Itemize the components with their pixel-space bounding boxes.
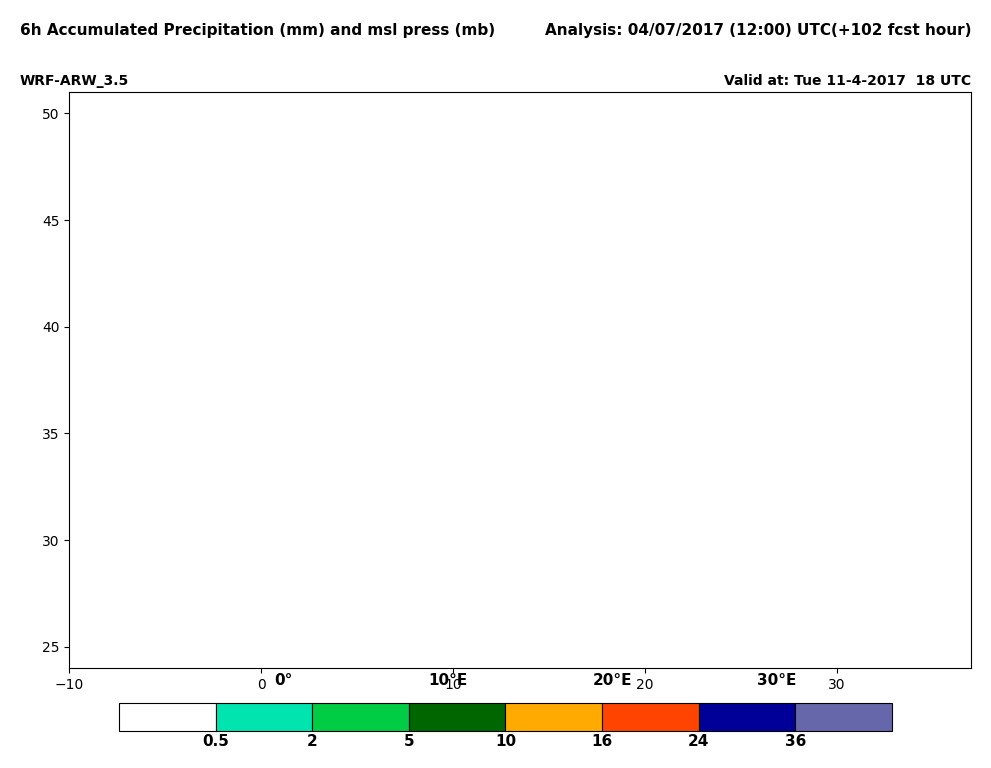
Text: 6h Accumulated Precipitation (mm) and msl press (mb): 6h Accumulated Precipitation (mm) and ms… <box>20 23 495 38</box>
Text: 0°: 0° <box>275 673 292 688</box>
Text: 5: 5 <box>403 734 414 750</box>
Bar <box>312 703 409 731</box>
Text: 2: 2 <box>307 734 317 750</box>
Bar <box>699 703 795 731</box>
Text: 10°E: 10°E <box>428 673 468 688</box>
Text: 36: 36 <box>785 734 806 750</box>
Bar <box>603 703 699 731</box>
Bar <box>409 703 505 731</box>
Text: Valid at: Tue 11-4-2017  18 UTC: Valid at: Tue 11-4-2017 18 UTC <box>724 74 971 88</box>
Text: 24: 24 <box>688 734 710 750</box>
Bar <box>216 703 312 731</box>
Text: 0.5: 0.5 <box>202 734 229 750</box>
Text: 20°E: 20°E <box>593 673 632 688</box>
Text: 16: 16 <box>592 734 612 750</box>
Text: 30°E: 30°E <box>757 673 797 688</box>
Text: WRF-ARW_3.5: WRF-ARW_3.5 <box>20 74 129 88</box>
Bar <box>119 703 216 731</box>
Bar <box>795 703 892 731</box>
Text: 10: 10 <box>495 734 516 750</box>
Bar <box>505 703 603 731</box>
Text: Analysis: 04/07/2017 (12:00) UTC(+102 fcst hour): Analysis: 04/07/2017 (12:00) UTC(+102 fc… <box>545 23 971 38</box>
